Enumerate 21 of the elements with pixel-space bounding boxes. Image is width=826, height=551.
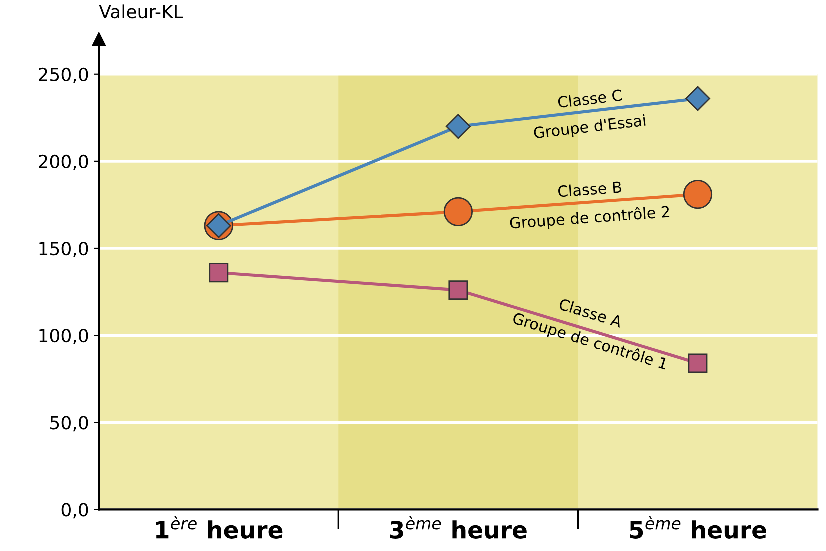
y-tick-label: 0,0 [62, 503, 88, 519]
y-axis-title: Valeur-KL [99, 4, 184, 19]
point [683, 180, 713, 210]
text: Classe C [558, 89, 622, 108]
point [444, 197, 474, 227]
y-tick-label: 50,0 [50, 416, 88, 432]
x-tick-label: 3$^{ème}$ heure [390, 516, 527, 539]
annotation: Groupe de contrôle 2 [510, 205, 670, 232]
point [446, 114, 471, 140]
y-tick-label: 250,0 [39, 68, 88, 84]
point [448, 280, 468, 300]
y-tick-label: 150,0 [40, 242, 88, 258]
point [685, 86, 710, 112]
point [209, 263, 229, 283]
point [688, 354, 708, 374]
y-tick-label: 200,0 [39, 154, 88, 170]
y-tick-label: 100,0 [40, 329, 88, 345]
annotation: Groupe d'Essai [534, 114, 646, 142]
series-label: Classe B [558, 181, 622, 198]
x-tick-label: 1$^{ère}$ heure [156, 516, 283, 539]
x-tick-label: 5$^{ème}$ heure [630, 516, 766, 539]
